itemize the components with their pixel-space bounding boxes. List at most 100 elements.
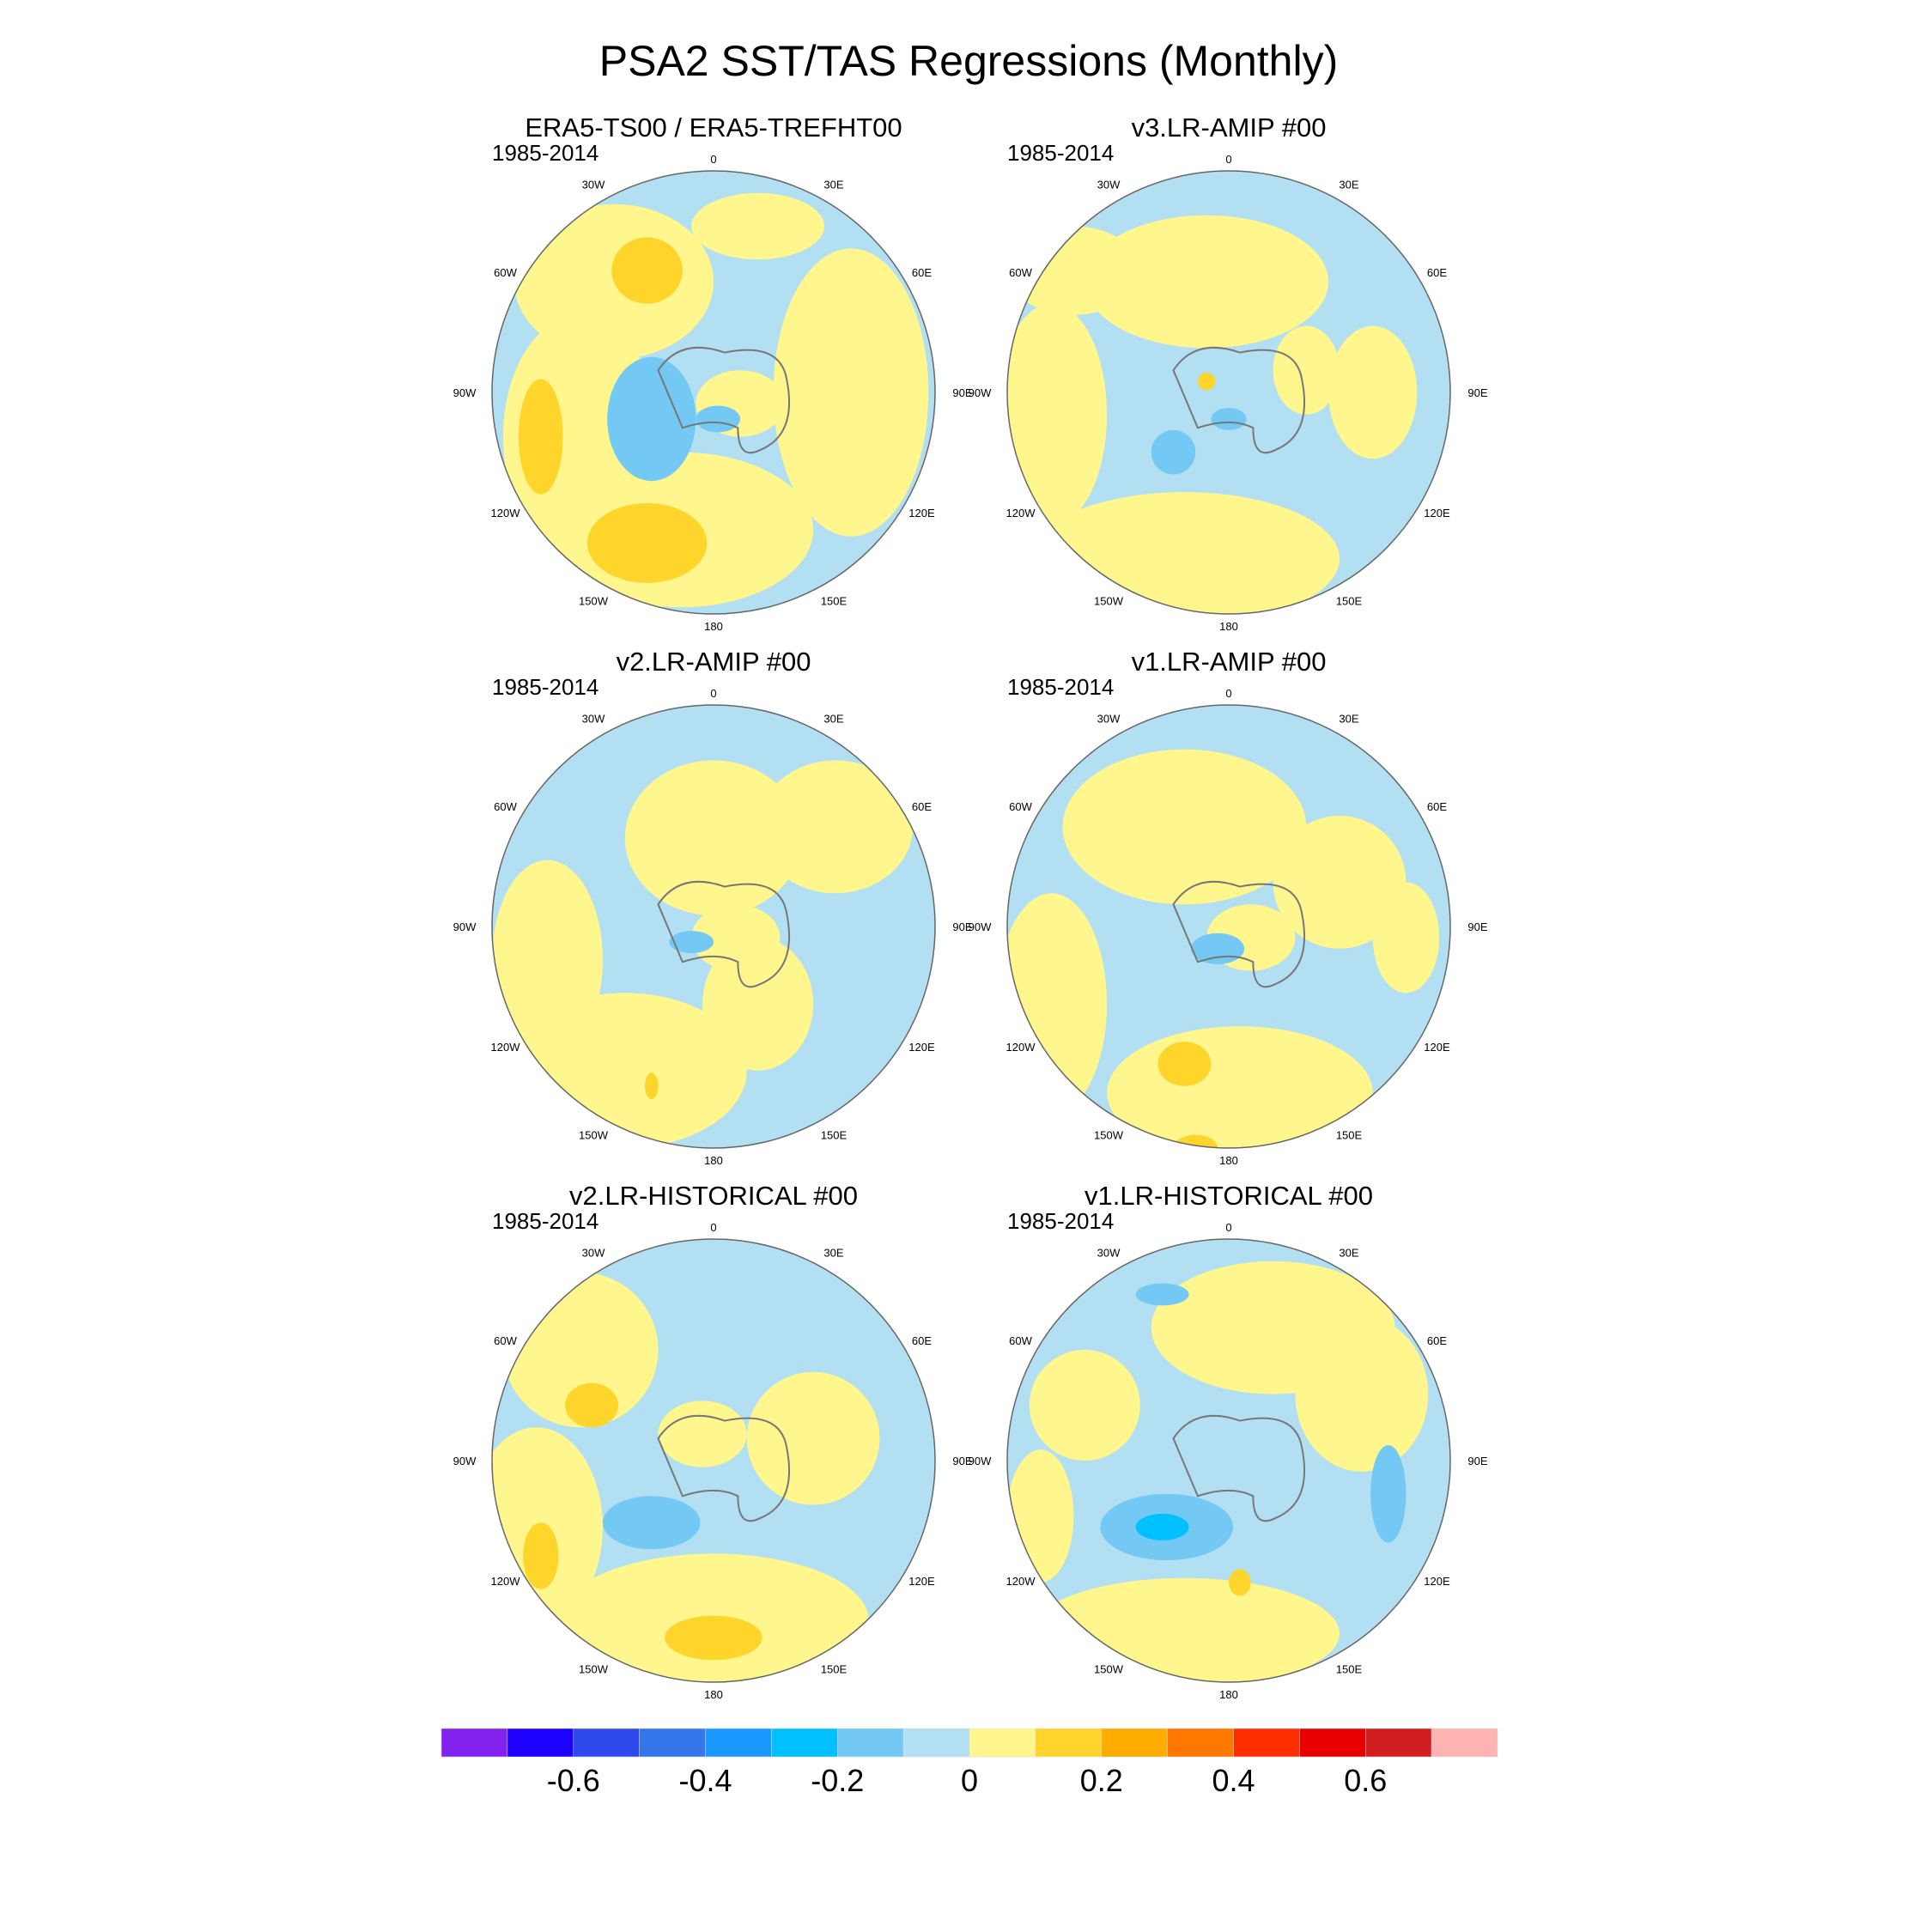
colorbar-tick-label: -0.2 (811, 1763, 864, 1798)
lon-label: 60E (1427, 800, 1447, 813)
lon-label: 150E (821, 1662, 848, 1675)
lon-label: 180 (1219, 1154, 1238, 1167)
map-border (491, 1238, 936, 1683)
lon-label: 90E (1467, 1455, 1487, 1467)
map-panel: v2.LR-AMIP #00 1985-2014 0 30E 60E 90E 120E 150… (453, 647, 973, 1167)
lon-label: 30E (823, 713, 843, 726)
lon-label: 60E (912, 266, 932, 279)
lon-label: 150W (1094, 1662, 1124, 1675)
colorbar-box (837, 1728, 904, 1758)
anomaly-region (691, 192, 824, 260)
anomaly-region (665, 1615, 762, 1661)
coastline-antarctica (657, 1414, 790, 1522)
lon-label: 30E (823, 179, 843, 191)
map-border (1006, 170, 1451, 615)
colorbar-tick-label: 0 (961, 1763, 978, 1798)
lon-label: 180 (704, 1154, 723, 1167)
panel-period: 1985-2014 (1007, 140, 1114, 166)
panel-title: v2.LR-HISTORICAL #00 (569, 1181, 858, 1211)
lon-label: 90W (453, 386, 477, 399)
lon-label: 120E (1424, 1041, 1450, 1054)
lon-label: 90W (453, 1455, 477, 1467)
lon-label: 30W (1097, 179, 1121, 191)
anomaly-region (1273, 816, 1406, 949)
map-border (1006, 704, 1451, 1149)
lon-label: 0 (710, 153, 716, 166)
contour-fill (492, 1239, 935, 1682)
coastline-antarctica (657, 880, 790, 988)
coastline-antarctica (1172, 346, 1305, 454)
colorbar-box (1365, 1728, 1432, 1758)
lon-label: 30W (1097, 713, 1121, 726)
panel-title: v1.LR-HISTORICAL #00 (1084, 1181, 1373, 1211)
lon-label: 150W (1094, 1128, 1124, 1141)
contour-fill (492, 171, 935, 614)
lon-label: 180 (704, 620, 723, 633)
colorbar-box (902, 1728, 970, 1758)
lon-label: 120E (1424, 507, 1450, 519)
anomaly-region (1151, 429, 1196, 475)
lon-label: 150E (821, 1128, 848, 1141)
anomaly-region (1135, 1283, 1189, 1306)
lon-label: 0 (1225, 1221, 1231, 1234)
colorbar-box (969, 1728, 1036, 1758)
panel-period: 1985-2014 (492, 674, 598, 700)
lon-label: 30E (823, 1247, 843, 1260)
lon-label: 180 (704, 1688, 723, 1701)
lon-label: 120W (1006, 1041, 1036, 1054)
lon-label: 0 (1225, 153, 1231, 166)
lon-label: 30E (1339, 713, 1358, 726)
map-border (1006, 1238, 1451, 1683)
lon-label: 120W (1006, 507, 1036, 519)
lon-label: 120W (491, 507, 521, 519)
colorbar-box (440, 1728, 508, 1758)
lon-label: 150W (579, 1662, 609, 1675)
colorbar-box (1233, 1728, 1300, 1758)
lon-label: 180 (1219, 620, 1238, 633)
lon-label: 0 (1225, 687, 1231, 700)
lon-label: 60E (1427, 266, 1447, 279)
anomaly-region (1229, 1569, 1251, 1596)
lon-label: 120W (491, 1575, 521, 1588)
lon-label: 120E (908, 507, 935, 519)
lon-label: 30W (1097, 1247, 1121, 1260)
lon-label: 0 (710, 687, 716, 700)
anomaly-region (1197, 372, 1216, 391)
colorbar: -0.6 -0.4 -0.2 0 0.2 0.4 0.6 (440, 1728, 1498, 1798)
lon-label: 90E (952, 386, 972, 399)
anomaly-region (1157, 1042, 1212, 1086)
lon-label: 90E (1467, 386, 1487, 399)
anomaly-region (1007, 171, 1450, 614)
anomaly-region (1211, 408, 1247, 430)
lon-label: 30W (582, 1247, 605, 1260)
lon-label: 30W (582, 179, 605, 191)
anomaly-region (1173, 1134, 1218, 1148)
anomaly-region (691, 904, 781, 971)
lon-label: 150W (579, 594, 609, 607)
anomaly-region (669, 931, 714, 953)
anomaly-region (757, 760, 914, 894)
lon-label: 60E (912, 1334, 932, 1347)
anomaly-region (645, 1072, 659, 1100)
lon-label: 120E (908, 1575, 935, 1588)
lon-label: 30W (582, 713, 605, 726)
lon-label: 120W (1006, 1575, 1036, 1588)
lon-label: 150W (579, 1128, 609, 1141)
lon-label: 90E (952, 1455, 972, 1467)
anomaly-region (702, 937, 814, 1071)
colorbar-box (573, 1728, 640, 1758)
lon-label: 120E (908, 1041, 935, 1054)
lon-label: 90W (969, 920, 992, 933)
lon-label: 90W (969, 1455, 992, 1467)
map-border (491, 170, 936, 615)
figure-title: PSA2 SST/TAS Regressions (Monthly) (599, 37, 1338, 85)
panel-title: v3.LR-AMIP #00 (1132, 112, 1327, 143)
lon-label: 150W (1094, 594, 1124, 607)
lon-label: 60E (1427, 1334, 1447, 1347)
lon-label: 60W (1009, 800, 1032, 813)
lon-label: 150E (821, 594, 848, 607)
colorbar-tick-label: 0.6 (1344, 1763, 1387, 1798)
lon-label: 90W (453, 920, 477, 933)
